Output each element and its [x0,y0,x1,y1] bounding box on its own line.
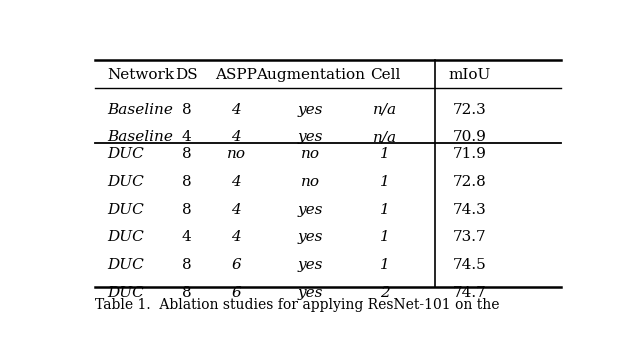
Text: n/a: n/a [373,130,397,144]
Text: 8: 8 [182,103,191,117]
Text: Network: Network [108,68,175,82]
Text: 1: 1 [380,175,390,189]
Text: 6: 6 [232,258,241,272]
Text: yes: yes [298,130,323,144]
Text: 8: 8 [182,286,191,300]
Text: yes: yes [298,230,323,244]
Text: DUC: DUC [108,203,144,216]
Text: 8: 8 [182,147,191,161]
Text: no: no [227,147,246,161]
Text: DS: DS [175,68,198,82]
Text: DUC: DUC [108,147,144,161]
Text: 8: 8 [182,175,191,189]
Text: DUC: DUC [108,258,144,272]
Text: ASPP: ASPP [215,68,257,82]
Text: Table 1.  Ablation studies for applying ResNet-101 on the: Table 1. Ablation studies for applying R… [95,298,499,312]
Text: no: no [301,147,320,161]
Text: DUC: DUC [108,175,144,189]
Text: yes: yes [298,103,323,117]
Text: n/a: n/a [373,103,397,117]
Text: 72.8: 72.8 [452,175,486,189]
Text: 1: 1 [380,147,390,161]
Text: 71.9: 71.9 [452,147,486,161]
Text: Augmentation: Augmentation [256,68,365,82]
Text: 1: 1 [380,258,390,272]
Text: 8: 8 [182,203,191,216]
Text: 6: 6 [232,286,241,300]
Text: 74.3: 74.3 [452,203,486,216]
Text: 72.3: 72.3 [452,103,486,117]
Text: DUC: DUC [108,230,144,244]
Text: Baseline: Baseline [108,103,173,117]
Text: yes: yes [298,203,323,216]
Text: 4: 4 [182,230,191,244]
Text: yes: yes [298,286,323,300]
Text: DUC: DUC [108,286,144,300]
Text: 1: 1 [380,203,390,216]
Text: 4: 4 [232,203,241,216]
Text: 4: 4 [232,130,241,144]
Text: 4: 4 [232,230,241,244]
Text: 4: 4 [232,103,241,117]
Text: 74.7: 74.7 [452,286,486,300]
Text: Cell: Cell [370,68,400,82]
Text: yes: yes [298,258,323,272]
Text: 73.7: 73.7 [452,230,486,244]
Text: 70.9: 70.9 [452,130,486,144]
Text: mIoU: mIoU [448,68,490,82]
Text: 2: 2 [380,286,390,300]
Text: 4: 4 [232,175,241,189]
Text: 74.5: 74.5 [452,258,486,272]
Text: 8: 8 [182,258,191,272]
Text: no: no [301,175,320,189]
Text: 4: 4 [182,130,191,144]
Text: 1: 1 [380,230,390,244]
Text: Baseline: Baseline [108,130,173,144]
